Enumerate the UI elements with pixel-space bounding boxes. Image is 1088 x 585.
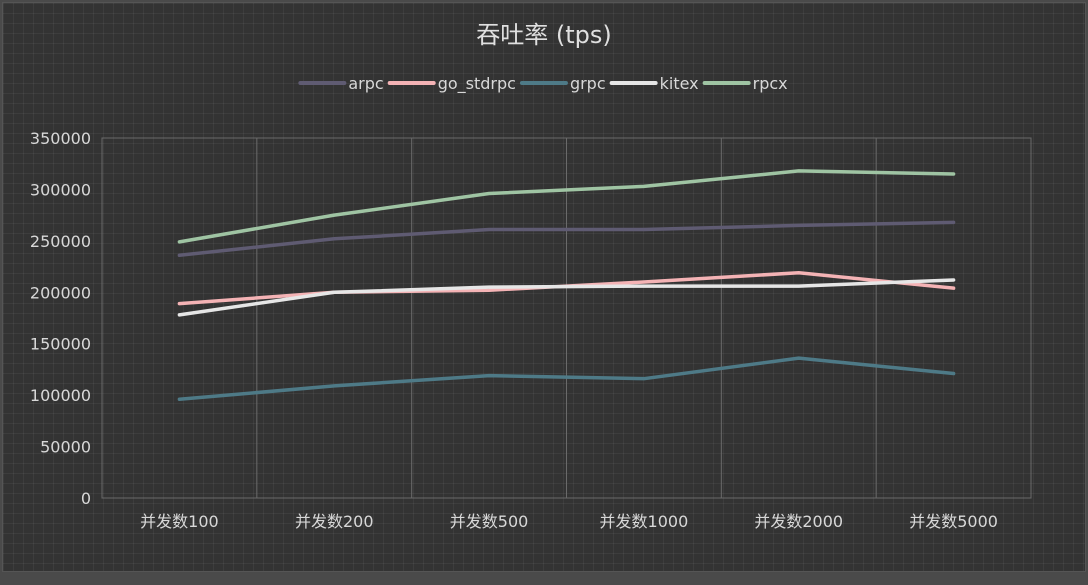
legend-label: grpc [570, 74, 606, 93]
legend-item-go-stdrpc: go_stdrpc [387, 74, 516, 94]
plot-area: 0 50000 100000 150000 200000 250000 300000 3500… [30, 129, 1032, 531]
legend-item-kitex: kitex [609, 74, 699, 93]
y-tick-label: 0 [81, 489, 91, 508]
x-tick-label: 并发数2000 [754, 512, 843, 531]
chart-frame: 吞吐率 (tps) arpc go_stdrpc grpc kitex rpcx 0 50… [2, 2, 1086, 572]
series-line-kitex [177, 278, 956, 317]
legend-label: kitex [660, 74, 699, 93]
series-line-grpc [177, 356, 956, 402]
y-tick-label: 250000 [30, 232, 91, 251]
legend-label: go_stdrpc [438, 74, 516, 94]
y-tick-label: 350000 [30, 129, 91, 148]
y-tick-label: 150000 [30, 335, 91, 354]
series-line-arpc [177, 220, 956, 258]
legend-item-rpcx: rpcx [702, 74, 788, 93]
legend-item-grpc: grpc [519, 74, 606, 93]
chart-legend: arpc go_stdrpc grpc kitex rpcx [298, 74, 788, 94]
y-tick-label: 200000 [30, 283, 91, 302]
legend-item-arpc: arpc [298, 74, 384, 93]
chart-title: 吞吐率 (tps) [476, 21, 612, 49]
x-tick-label: 并发数500 [450, 512, 529, 531]
throughput-line-chart: 吞吐率 (tps) arpc go_stdrpc grpc kitex rpcx 0 50… [30, 21, 1032, 531]
x-tick-label: 并发数5000 [909, 512, 998, 531]
x-tick-label: 并发数100 [140, 512, 219, 531]
x-tick-label: 并发数1000 [600, 512, 689, 531]
y-tick-label: 100000 [30, 386, 91, 405]
y-tick-label: 50000 [40, 438, 91, 457]
series-line-rpcx [177, 169, 956, 244]
legend-label: arpc [348, 74, 383, 93]
x-tick-label: 并发数200 [295, 512, 374, 531]
y-tick-label: 300000 [30, 180, 91, 199]
legend-label: rpcx [753, 74, 788, 93]
